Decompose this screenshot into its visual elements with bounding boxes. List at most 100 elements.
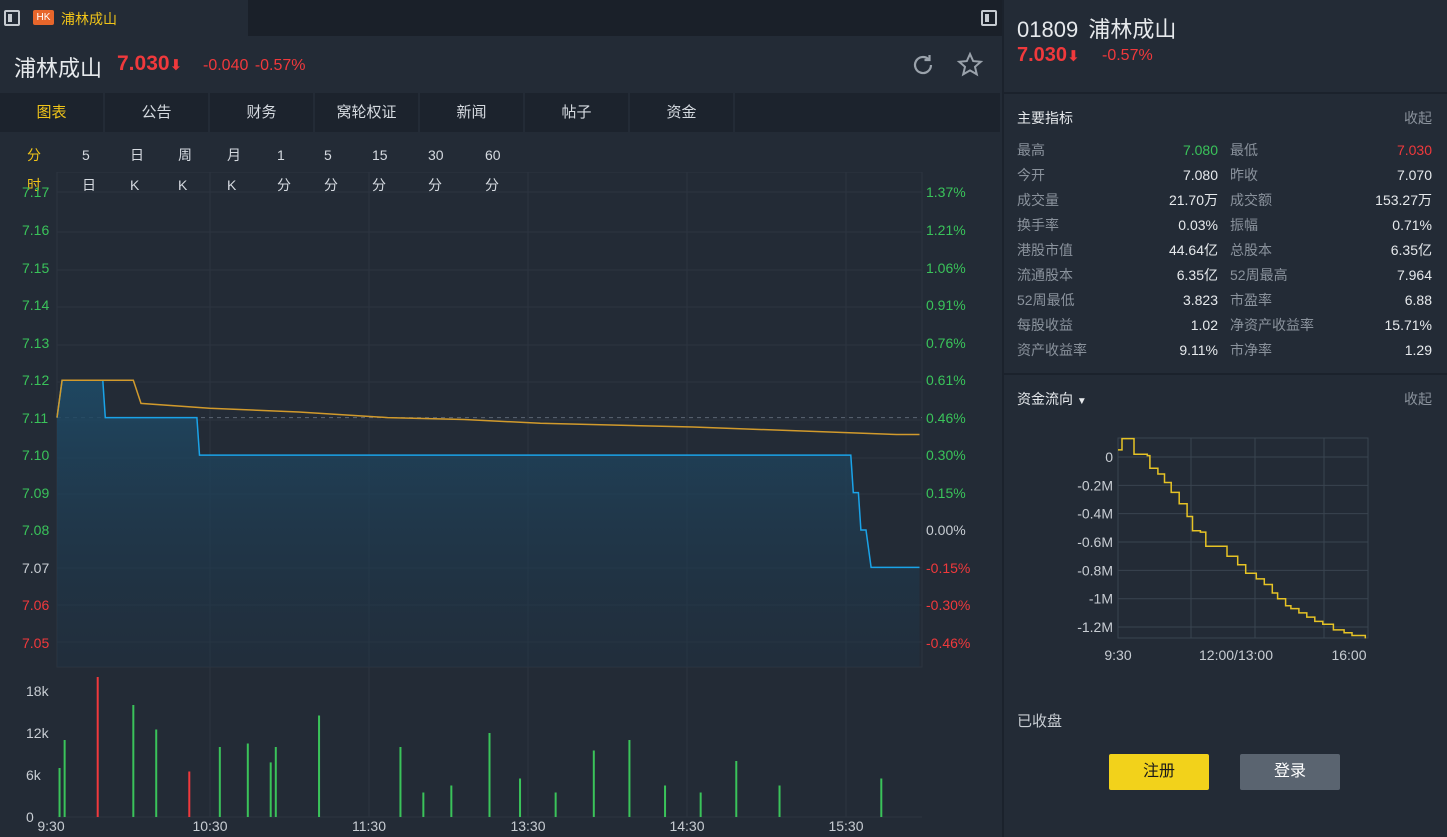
sidebar-toggle-icon[interactable]	[4, 10, 20, 26]
indicator-row: 流通股本 6.35亿 52周最高 7.964	[1017, 263, 1432, 288]
pct-axis-label: -0.30%	[926, 597, 970, 613]
star-icon[interactable]	[956, 51, 984, 79]
indicator-label: 52周最低	[1017, 292, 1075, 308]
indicator-label: 振幅	[1230, 217, 1258, 233]
indicator-row: 港股市值 44.64亿 总股本 6.35亿	[1017, 238, 1432, 263]
flow-x-label: 16:00	[1331, 647, 1366, 663]
login-button[interactable]: 登录	[1240, 754, 1340, 790]
capital-flow-dropdown[interactable]: 资金流向 ▼	[1017, 391, 1087, 407]
capital-flow-chart: 0 -0.2M -0.4M -0.6M -0.8M -1M -1.2M 9:30 12:00/1…	[1077, 437, 1369, 663]
period-monthly[interactable]: 月K	[227, 147, 241, 193]
arrow-down-icon: ⬇	[1067, 48, 1080, 65]
volume-bar	[592, 750, 595, 817]
period-5day[interactable]: 5日	[82, 147, 96, 193]
flow-collapse-button[interactable]: 收起	[1404, 391, 1432, 407]
period-weekly[interactable]: 周K	[178, 147, 192, 193]
divider	[1004, 373, 1447, 375]
price-axis-label: 7.12	[22, 372, 49, 388]
indicator-value: 1.02	[1190, 317, 1218, 333]
price-axis-label: 7.15	[22, 260, 49, 276]
volume-bar	[132, 705, 135, 817]
indicator-label: 最高	[1017, 142, 1045, 158]
indicator-value: 7.964	[1396, 267, 1432, 283]
chart-panel: HK 浦林成山 浦林成山 7.030⬇ -0.040 -0.57% 图表 公告 …	[0, 0, 1002, 834]
time-axis-label: 10:30	[192, 818, 227, 834]
price-axis-label: 7.06	[22, 597, 49, 613]
period-intraday[interactable]: 分时	[27, 147, 41, 193]
indicator-value: 0.03%	[1178, 217, 1218, 233]
tab-title: 浦林成山	[61, 11, 117, 27]
indicator-value: 15.71%	[1384, 317, 1432, 333]
indicator-label: 今开	[1017, 167, 1045, 183]
register-button[interactable]: 注册	[1109, 754, 1209, 790]
period-15min[interactable]: 15分	[372, 147, 388, 193]
volume-bar	[664, 785, 667, 817]
volume-bar	[269, 762, 272, 817]
volume-bar	[188, 771, 191, 817]
price-area	[57, 380, 920, 667]
flow-frame	[1117, 437, 1369, 639]
pct-axis-label: 0.00%	[926, 522, 966, 538]
volume-bar	[96, 677, 99, 817]
indicator-row: 资产收益率 9.11% 市净率 1.29	[1017, 338, 1432, 363]
period-30min[interactable]: 30分	[428, 147, 444, 193]
flow-y-label: -1M	[1089, 591, 1113, 607]
volume-bar	[63, 740, 66, 817]
indicators-collapse-button[interactable]: 收起	[1404, 110, 1432, 126]
pct-axis-label: 0.91%	[926, 297, 966, 313]
tab-capital[interactable]: 资金	[630, 93, 733, 132]
indicator-value: 153.27万	[1375, 192, 1432, 208]
tab-announcements[interactable]: 公告	[105, 93, 208, 132]
indicator-label: 流通股本	[1017, 267, 1073, 283]
avg-price-line	[56, 379, 920, 436]
price-axis-label: 7.08	[22, 522, 49, 538]
indicator-label: 每股收益	[1017, 317, 1073, 333]
time-axis-label: 14:30	[669, 818, 704, 834]
tab-warrants[interactable]: 窝轮权证	[315, 93, 418, 132]
indicator-label: 总股本	[1230, 242, 1272, 258]
indicator-row: 换手率 0.03% 振幅 0.71%	[1017, 213, 1432, 238]
volume-bar	[422, 792, 425, 817]
volume-bar	[246, 743, 249, 817]
pct-axis-label: 1.37%	[926, 184, 966, 200]
indicator-label: 市净率	[1230, 342, 1272, 358]
indicator-row: 52周最低 3.823 市盈率 6.88	[1017, 288, 1432, 313]
volume-bar	[399, 747, 402, 817]
period-daily[interactable]: 日K	[130, 147, 144, 193]
flow-line	[1118, 437, 1367, 639]
flow-y-label: -1.2M	[1077, 619, 1113, 635]
indicators-title: 主要指标	[1017, 110, 1073, 126]
tab-news[interactable]: 新闻	[420, 93, 523, 132]
stock-price: 7.030⬇	[117, 52, 183, 75]
period-60min[interactable]: 60分	[485, 147, 501, 193]
tab-chart[interactable]: 图表	[0, 93, 103, 132]
volume-axis-label: 18k	[26, 683, 50, 699]
flow-y-label: -0.4M	[1077, 506, 1113, 522]
pct-axis-label: 1.21%	[926, 222, 966, 238]
tab-finance[interactable]: 财务	[210, 93, 313, 132]
indicator-label: 港股市值	[1017, 242, 1073, 258]
indicator-label: 资产收益率	[1017, 342, 1087, 358]
pct-axis-label: -0.46%	[926, 635, 970, 651]
refresh-icon[interactable]	[910, 52, 936, 78]
time-axis-label: 13:30	[510, 818, 545, 834]
flow-y-label: 0	[1105, 449, 1113, 465]
indicator-value: 7.070	[1396, 167, 1432, 183]
tab-stock[interactable]: HK 浦林成山	[0, 0, 248, 36]
volume-bar	[274, 747, 277, 817]
indicator-value: 21.70万	[1168, 192, 1218, 208]
indicator-row: 最高 7.080 最低 7.030	[1017, 138, 1432, 163]
price-axis-label: 7.10	[22, 447, 49, 463]
indicator-value: 9.11%	[1179, 342, 1218, 358]
period-1min[interactable]: 1分	[277, 147, 291, 193]
intraday-chart: 7.17 7.16 7.15 7.14 7.13 7.12 7.11 7.10 7.09 7.08…	[22, 172, 970, 834]
flow-y-label: -0.8M	[1077, 562, 1113, 578]
volume-bar	[450, 785, 453, 817]
tab-bar: HK 浦林成山	[0, 0, 1002, 36]
period-5min[interactable]: 5分	[324, 147, 338, 193]
panel-toggle-icon[interactable]	[981, 10, 997, 26]
indicator-label: 市盈率	[1230, 292, 1272, 308]
hk-badge: HK	[33, 10, 54, 25]
tab-posts[interactable]: 帖子	[525, 93, 628, 132]
price-axis-label: 7.09	[22, 485, 49, 501]
